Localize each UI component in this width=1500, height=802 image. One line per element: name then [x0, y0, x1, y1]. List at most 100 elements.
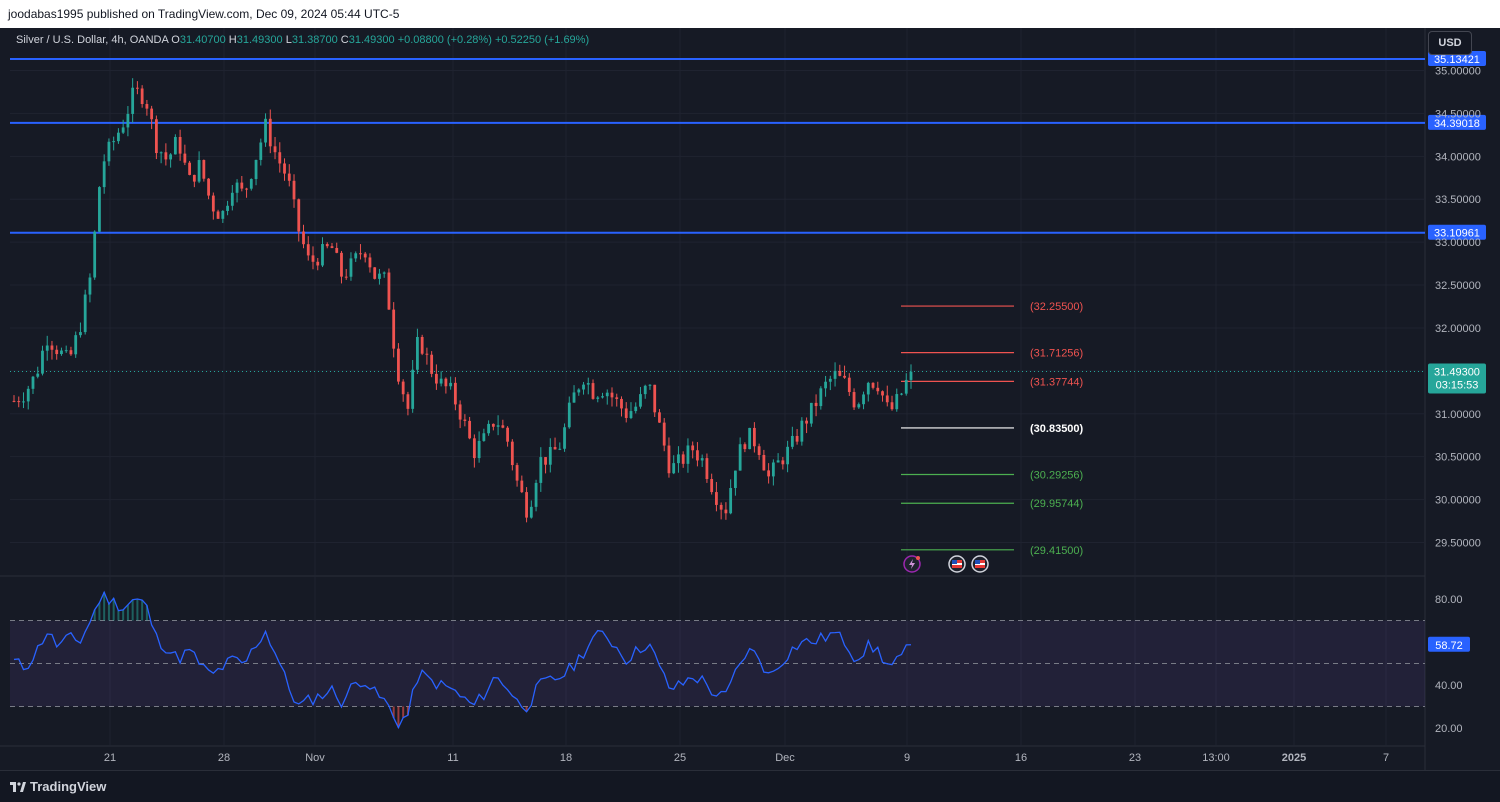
candle-body — [520, 480, 524, 493]
candle-body — [140, 88, 144, 105]
high-label: H — [228, 34, 237, 46]
time-tick-label: Dec — [775, 752, 795, 764]
rsi-tick-label: 80.00 — [1435, 594, 1463, 606]
price-tick-label: 32.00000 — [1435, 323, 1481, 335]
candle-body — [41, 350, 44, 374]
candle-body — [591, 383, 595, 399]
candle-body — [306, 244, 310, 256]
candle-body — [354, 253, 358, 259]
candle-countdown: 03:15:53 — [1436, 379, 1479, 391]
close-value: 31.49300 — [348, 34, 395, 46]
chart-svg[interactable]: 35.13421 34.39018 33.10961 (32.25500) (31.7… — [0, 28, 1500, 770]
price-tick-label: 31.00000 — [1435, 409, 1481, 421]
candle-body — [302, 231, 305, 245]
candle-body — [297, 199, 301, 232]
lightning-icon — [909, 559, 915, 569]
candle-body — [226, 205, 229, 211]
candle-body — [677, 454, 680, 464]
target-level-label: (31.37744) — [1030, 376, 1083, 388]
candle-body — [425, 353, 429, 355]
candle-body — [624, 408, 628, 418]
candle-body — [439, 378, 443, 384]
candle-body — [582, 384, 585, 390]
publisher-bar: joodabas1995 published on TradingView.co… — [0, 0, 1500, 28]
candle-body — [107, 141, 111, 162]
candle-body — [762, 454, 766, 471]
chart-area[interactable] — [0, 28, 1500, 770]
candle-body — [563, 427, 566, 449]
candle-body — [55, 349, 59, 355]
candle-body — [700, 458, 704, 461]
price-tick-label: 34.50000 — [1435, 108, 1481, 120]
candle-body — [188, 162, 192, 175]
candle-body — [207, 178, 210, 196]
price-tick-label: 33.00000 — [1435, 237, 1481, 249]
candle-body — [577, 389, 581, 393]
candle-body — [416, 336, 419, 370]
candle-body — [240, 182, 244, 189]
candle-body — [344, 276, 348, 278]
candle-body — [420, 336, 424, 354]
horizontal-level-tag — [1428, 224, 1486, 240]
candle-body — [539, 457, 543, 483]
candle-body — [216, 211, 220, 219]
candle-body — [235, 182, 239, 193]
horizontal-level-label: 35.13421 — [1434, 54, 1480, 66]
tradingview-logo[interactable]: TradingView — [10, 779, 106, 794]
rsi-band — [10, 620, 1425, 707]
candle-body — [230, 192, 234, 206]
candle-body — [126, 113, 130, 128]
footer: TradingView — [0, 770, 1500, 802]
candle-body — [634, 406, 638, 412]
change-value: +0.08800 (+0.28%) — [397, 34, 492, 46]
candle-body — [69, 350, 73, 355]
candle-body — [719, 504, 723, 510]
candle-body — [852, 392, 856, 408]
currency-button[interactable]: USD — [1428, 31, 1472, 55]
change-value-2: +0.52250 (+1.69%) — [494, 34, 590, 46]
candle-body — [715, 492, 718, 505]
candle-body — [359, 253, 362, 255]
candle-body — [444, 378, 448, 387]
candle-body — [463, 419, 467, 421]
candle-body — [249, 179, 253, 189]
candle-body — [102, 161, 106, 188]
tradingview-brand: TradingView — [30, 779, 107, 794]
candle-body — [615, 397, 619, 399]
candle-body — [515, 465, 519, 481]
target-level-label: (29.41500) — [1030, 545, 1083, 557]
candle-body — [458, 404, 462, 420]
current-price-label: 31.49300 — [1434, 366, 1480, 378]
candle-body — [885, 395, 889, 403]
candle-body — [368, 257, 372, 268]
candle-body — [691, 445, 695, 451]
rsi-tick-label: 40.00 — [1435, 680, 1463, 692]
candle-body — [729, 487, 733, 514]
candle-body — [800, 420, 804, 442]
candle-body — [17, 401, 21, 403]
low-value: 31.38700 — [291, 34, 338, 46]
candle-body — [387, 272, 391, 310]
candle-body — [857, 404, 861, 408]
flag-canton — [975, 560, 980, 564]
candle-body — [790, 435, 794, 447]
candle-body — [449, 382, 453, 387]
candle-body — [710, 479, 714, 493]
candle-body — [672, 463, 676, 474]
rsi-line — [13, 590, 912, 730]
rsi-overbought-fill — [93, 592, 148, 621]
candle-body — [397, 348, 400, 382]
candle-body — [786, 446, 790, 465]
candle-body — [83, 294, 87, 333]
candle-body — [876, 387, 880, 392]
price-tick-label: 30.50000 — [1435, 452, 1481, 464]
time-tick-label: 9 — [904, 752, 910, 764]
time-tick-label: 13:00 — [1202, 752, 1230, 764]
candle-body — [795, 435, 799, 442]
candle-body — [183, 153, 187, 163]
candle-body — [131, 87, 135, 114]
horizontal-level-tag — [1428, 114, 1486, 130]
candle-body — [245, 188, 248, 190]
high-value: 31.49300 — [236, 34, 283, 46]
candle-body — [743, 444, 747, 450]
